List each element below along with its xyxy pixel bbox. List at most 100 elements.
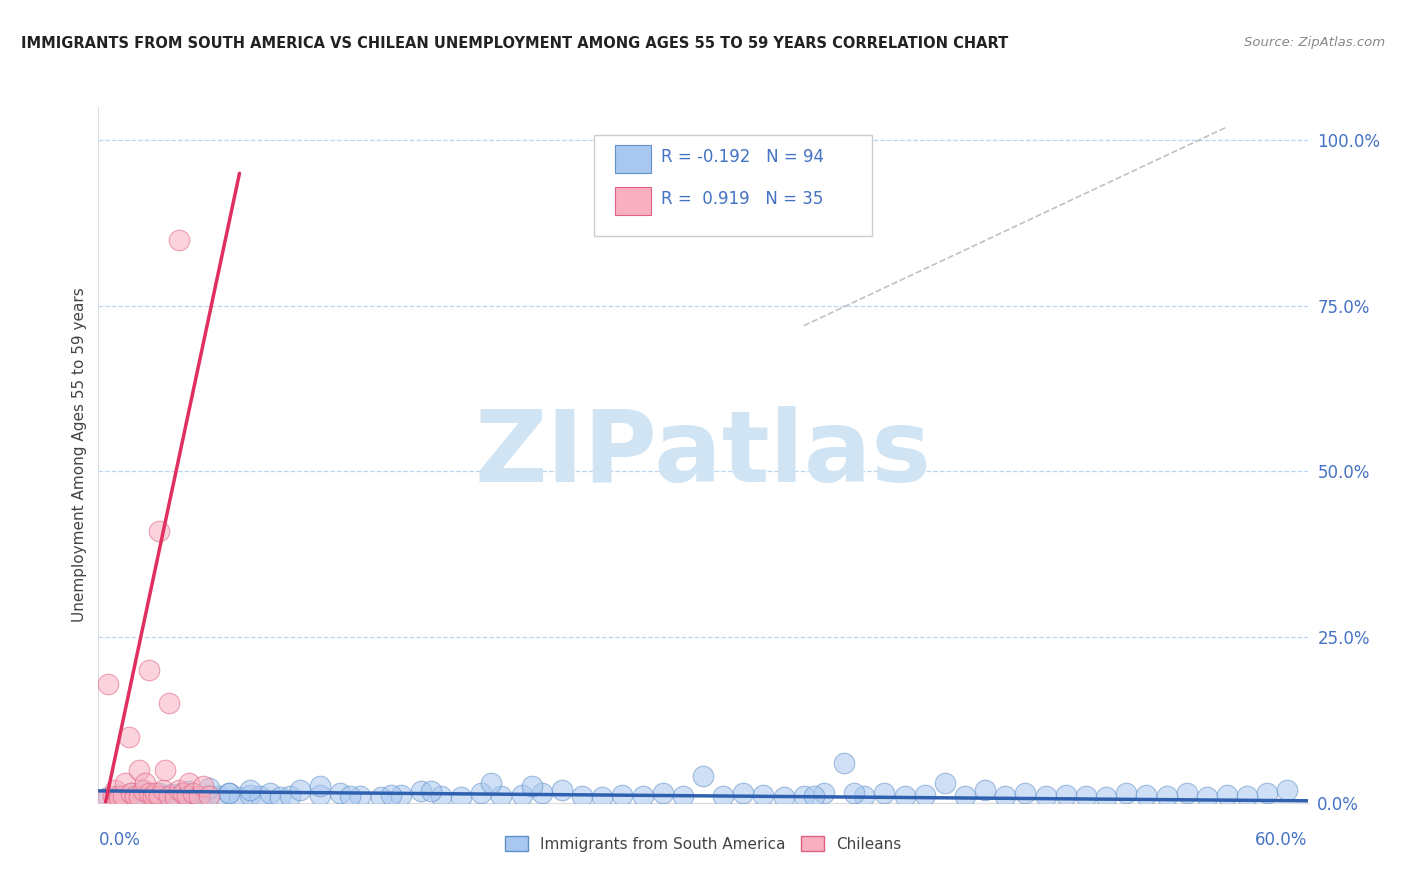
Point xyxy=(198,789,221,804)
Point xyxy=(631,789,654,804)
Point xyxy=(571,789,593,804)
Point xyxy=(711,789,734,804)
Point xyxy=(198,781,221,796)
Point xyxy=(148,786,170,800)
Point xyxy=(520,779,543,793)
Point xyxy=(1014,786,1036,800)
Point xyxy=(1216,788,1239,802)
Point xyxy=(107,789,129,804)
Point xyxy=(218,786,240,800)
Point xyxy=(132,782,155,797)
Point xyxy=(163,789,186,804)
Point xyxy=(803,789,825,804)
Point xyxy=(228,790,250,805)
Point xyxy=(1095,790,1118,805)
Point xyxy=(120,786,142,800)
Point xyxy=(380,788,402,802)
Point xyxy=(93,792,115,806)
Point xyxy=(974,782,997,797)
Point xyxy=(142,789,165,804)
Point xyxy=(118,730,141,744)
Point xyxy=(179,784,201,798)
Point xyxy=(167,789,190,803)
Point xyxy=(157,789,180,804)
Point xyxy=(135,792,157,806)
Text: IMMIGRANTS FROM SOUTH AMERICA VS CHILEAN UNEMPLOYMENT AMONG AGES 55 TO 59 YEARS : IMMIGRANTS FROM SOUTH AMERICA VS CHILEAN… xyxy=(21,36,1008,51)
Point xyxy=(612,788,634,802)
Point xyxy=(97,676,120,690)
Point xyxy=(389,788,412,802)
Point xyxy=(309,788,332,802)
Point xyxy=(107,788,129,802)
Point xyxy=(1195,790,1218,805)
Y-axis label: Unemployment Among Ages 55 to 59 years: Unemployment Among Ages 55 to 59 years xyxy=(72,287,87,623)
Point xyxy=(470,786,492,800)
Point xyxy=(259,786,281,800)
Point xyxy=(772,790,794,805)
Point xyxy=(491,789,513,804)
Point xyxy=(198,788,221,802)
Text: 60.0%: 60.0% xyxy=(1256,830,1308,848)
FancyBboxPatch shape xyxy=(595,135,872,235)
Point xyxy=(591,790,613,805)
Point xyxy=(873,786,896,800)
Point xyxy=(167,233,190,247)
Point xyxy=(672,789,695,804)
Point xyxy=(1135,788,1157,802)
Point xyxy=(180,789,202,804)
Bar xyxy=(614,145,651,173)
Point xyxy=(148,789,170,804)
Point xyxy=(329,786,352,800)
Point xyxy=(651,786,673,800)
Point xyxy=(188,789,211,804)
Point xyxy=(143,786,166,800)
Point xyxy=(430,789,453,804)
Point xyxy=(1035,789,1057,804)
Point xyxy=(218,786,240,800)
Point xyxy=(1256,786,1278,800)
Point xyxy=(288,782,311,797)
Point xyxy=(134,776,156,790)
Point xyxy=(349,789,371,804)
Point xyxy=(172,785,194,799)
Point xyxy=(103,782,125,797)
Point xyxy=(157,697,180,711)
Point xyxy=(97,790,120,805)
Point xyxy=(181,786,204,800)
Point xyxy=(481,776,503,790)
Point xyxy=(176,789,198,804)
Point xyxy=(124,789,146,804)
Point xyxy=(893,789,915,804)
Point xyxy=(163,790,186,805)
Point xyxy=(138,786,160,800)
Text: ZIPatlas: ZIPatlas xyxy=(475,407,931,503)
Point xyxy=(107,792,129,806)
Point xyxy=(309,779,332,793)
Point xyxy=(128,790,150,805)
Point xyxy=(239,782,262,797)
Point xyxy=(111,789,134,804)
Point xyxy=(103,792,125,806)
Point xyxy=(1175,786,1198,800)
Point xyxy=(1054,788,1077,802)
Point xyxy=(1236,789,1258,804)
Text: R =  0.919   N = 35: R = 0.919 N = 35 xyxy=(661,190,823,208)
Point xyxy=(1156,789,1178,804)
Point xyxy=(111,791,134,805)
Point xyxy=(1277,782,1299,797)
Point xyxy=(176,792,198,806)
Point xyxy=(193,779,215,793)
Point xyxy=(148,524,170,538)
Point xyxy=(115,789,138,804)
Point xyxy=(692,769,714,783)
Point xyxy=(530,786,553,800)
Point xyxy=(339,789,361,804)
Text: Source: ZipAtlas.com: Source: ZipAtlas.com xyxy=(1244,36,1385,49)
Point xyxy=(450,790,472,805)
Point xyxy=(752,788,775,802)
Point xyxy=(934,776,956,790)
Point xyxy=(239,788,262,802)
Point xyxy=(172,786,194,800)
Point xyxy=(269,790,291,805)
Point xyxy=(128,763,150,777)
